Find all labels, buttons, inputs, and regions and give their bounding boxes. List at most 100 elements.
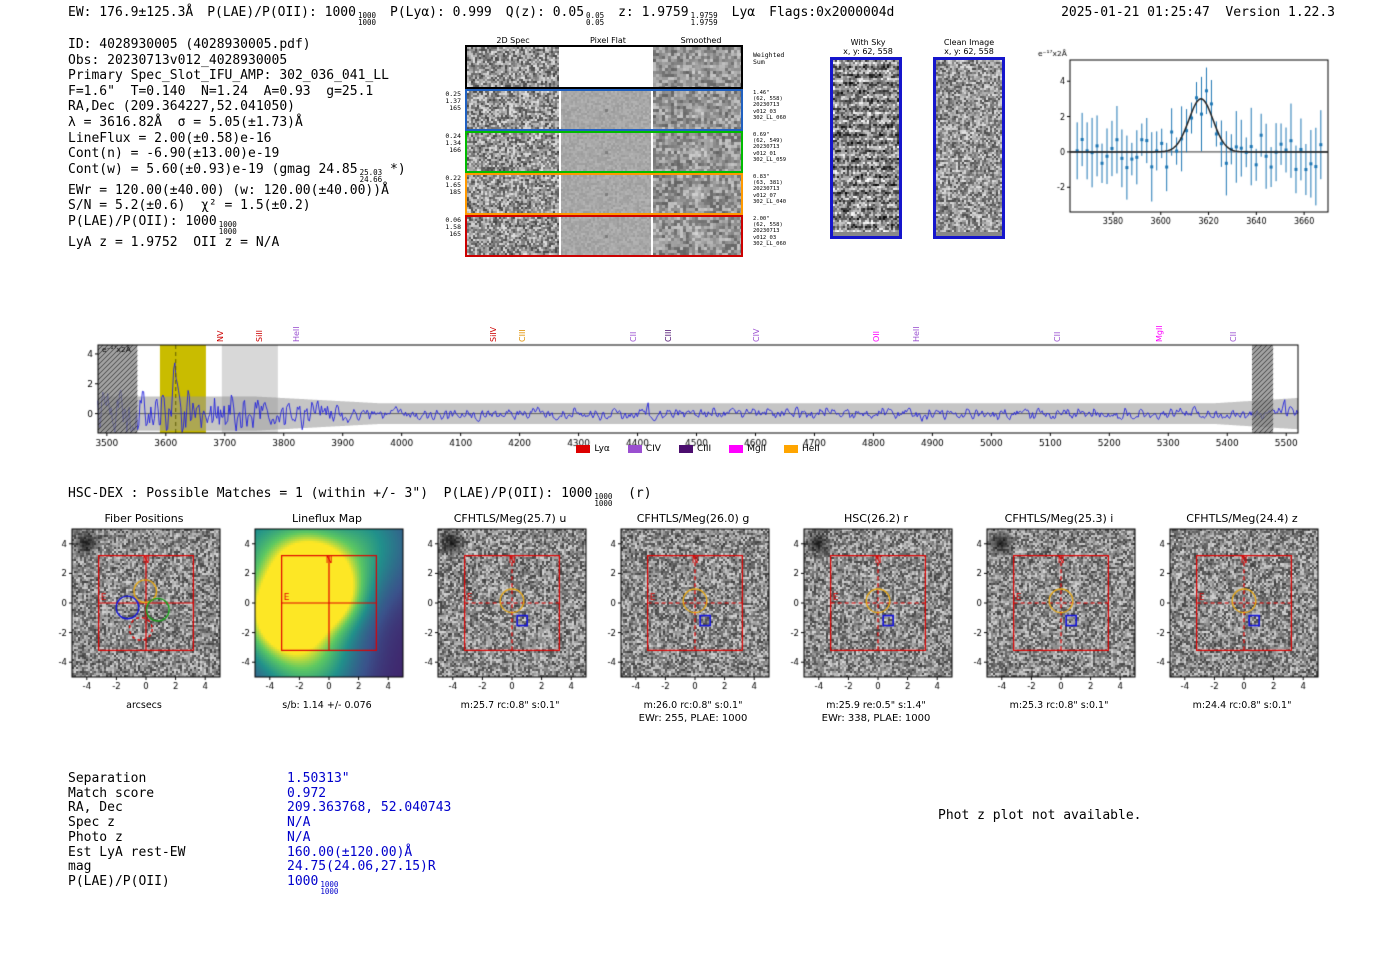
photz-note: Phot z plot not available. [938,808,1142,823]
smoothed-image [653,175,741,213]
annotation-line: 20230713 [753,102,780,109]
fraction-hi: 25.03 [359,167,383,177]
spec2d-weighted-row [465,45,743,89]
cutout-panel-z-band: CFHTLS/Meg(24.4) z m:24.4 rc:0.8" s:0.1" [1140,512,1320,711]
info-text: P(LAE)/P(OII): 1000 [68,213,217,229]
stacked-fraction: 1000 1000 [320,879,339,896]
full-spectrum-plot [78,340,1318,452]
annotation-line: (62, 558) [753,222,783,229]
fiber-weight: 0.06 [445,216,461,224]
info-line: F=1.6" T=0.140 N=1.24 A=0.93 g=25.1 [68,83,374,99]
fraction-hi: 1000 [357,11,377,20]
spec2d-fiber-row [465,215,743,257]
fiber-annotation: 1.46" (62, 558) 20230713 v012_03 302_LL_… [753,90,808,121]
line-fit-plot [1036,46,1336,234]
fraction-lo: 1.9759 [690,18,718,27]
info-line: LineFlux = 2.00(±0.58)e-16 [68,130,272,146]
info-line: Obs: 20230713v012_4028930005 [68,52,288,68]
cutout-panel-g-band: CFHTLS/Meg(26.0) g m:26.0 rc:0.8" s:0.1"… [591,512,771,724]
annotation-line: 302_LL_060 [753,114,787,121]
cutout-title: CFHTLS/Meg(26.0) g [636,512,750,525]
cutout-title: CFHTLS/Meg(25.3) i [1004,512,1114,525]
fraction-lo: 0.05 [586,18,605,27]
legend-swatch [729,445,744,453]
fiber-weight: 1.34 [445,139,461,147]
fiber-annotation: 0.83" (63, 381) 20230713 v012_07 302_LL_… [753,174,808,205]
pixel-flat-image [561,47,651,87]
cutout-xlabel: m:25.7 rc:0.8" s:0.1" [460,700,560,711]
spec2d-block: 2D Spec Pixel Flat Smoothed Weighted Sum… [445,36,825,261]
smoothed-image [653,133,741,171]
fiber-annotation: 2.00" (62, 558) 20230713 v012_03 302_LL_… [753,216,808,247]
fiber-weight: 185 [449,188,461,196]
annotation-line: 1.46" [753,90,770,96]
z-label: z: 1.9759 [618,5,689,20]
annotation-line: 302_LL_059 [753,156,787,163]
cutout-panel-lineflux-map: Lineflux Map s/b: 1.14 +/- 0.076 [225,512,405,711]
row-value-number: 1000 [287,873,319,889]
fiber-weight: 0.25 [445,90,461,98]
qz-value: Q(z): 0.05 0.05 0.05 [506,5,604,26]
plae-label: P(LAE)/P(OII): 1000 [207,5,356,20]
fiber-annotation: 0.69" (62, 549) 20230713 v012_01 302_LL_… [753,132,808,163]
smoothed-image [653,47,741,87]
fiber-weight: 1.58 [445,223,461,231]
spec2d-fiber-row [465,131,743,173]
legend-swatch [678,445,693,453]
legend-item: CIII [678,444,711,454]
hscdex-text: HSC-DEX : Possible Matches = 1 (within +… [68,486,593,501]
legend-item: HeII [783,444,820,454]
row-label: Spec z [68,815,115,831]
row-value: 0.972 [287,785,327,801]
pixel-flat-image [561,133,651,171]
table-row: mag 24.75(24.06,27.15)R [68,859,451,875]
fiber-weight: 165 [449,104,461,112]
annotation-line: (62, 549) [753,138,783,145]
spec2d-fiber-row [465,89,743,131]
cutout-panel-fiber-positions: Fiber Positions arcsecs [42,512,222,711]
stacked-fraction: 0.05 0.05 [586,12,605,27]
catalog-match-table: Separation 1.50313" Match score 0.972 RA, … [68,771,451,895]
table-row: P(LAE)/P(OII) 1000 1000 1000 [68,873,451,895]
row-label: Photo z [68,829,123,845]
weighted-label-line: Sum [753,58,765,66]
redshift-value: z: 1.9759 1.9759 1.9759 [618,5,718,26]
cutout-xlabel: m:26.0 rc:0.8" s:0.1" [643,700,743,711]
fiber-weights: 0.25 1.37 165 [431,91,461,112]
clean-image-title: Clean Image x, y: 62, 558 [929,38,1009,56]
spec2d-fiber-row [465,173,743,215]
fiber-weights: 0.06 1.58 165 [431,217,461,238]
legend-label: CIV [645,444,661,454]
legend-item: CIV [627,444,661,454]
stacked-fraction: 1000 1000 [219,221,237,236]
2d-spec-image [467,133,559,171]
qz-label: Q(z): 0.05 [505,5,585,20]
fraction-lo: 1000 [357,18,377,27]
spec2d-col-header: Pixel Flat [590,36,626,45]
row-label: Separation [68,771,147,786]
cutout-plot [957,527,1137,695]
weighted-label-line: Weighted [753,51,785,59]
row-value: N/A [287,829,311,845]
cutout-plot [774,527,954,695]
cutout-panel-i-band: CFHTLS/Meg(25.3) i m:25.3 rc:0.8" s:0.1" [957,512,1137,711]
row-label: RA, Dec [68,800,123,816]
cutout-panel-r-band: HSC(26.2) r m:25.9 re:0.5" s:1.4" EWr: 3… [774,512,954,724]
row-value: 1000 1000 1000 [287,873,338,895]
info-line-contw: Cont(w) = 5.60(±0.93)e-19 (gmag 24.85 25.… [68,162,406,183]
fraction-lo: 1000 [320,886,339,896]
info-text: Cont(w) = 5.60(±0.93)e-19 (gmag 24.85 [68,161,358,177]
weighted-sum-label: Weighted Sum [753,52,808,66]
table-row: Separation 1.50313" [68,771,451,787]
fraction-lo: 1000 [594,499,613,508]
cutout-panel-u-band: CFHTLS/Meg(25.7) u m:25.7 rc:0.8" s:0.1" [408,512,588,711]
detection-info-block: ID: 4028930005 (4028930005.pdf) Obs: 202… [68,37,406,251]
clean-image-panel [933,57,1005,239]
fraction-hi: 1000 [320,879,339,889]
annotation-line: 0.69" [753,132,770,138]
legend-swatch [627,445,642,453]
spectrum-legend: Lyα CIV CIII MgII HeII [78,444,1318,454]
table-row: Photo z N/A [68,829,451,846]
annotation-line: (62, 558) [753,96,783,103]
2d-spec-image [467,217,559,255]
